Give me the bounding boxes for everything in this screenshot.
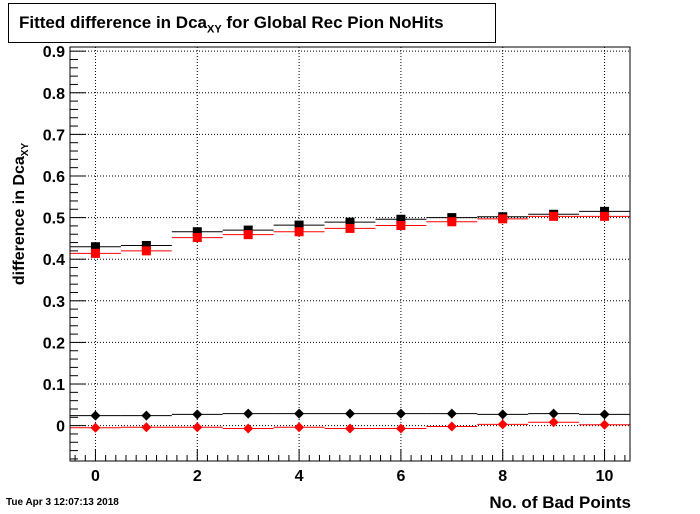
x-tick-label: 0: [91, 468, 100, 485]
data-point-square: [447, 217, 457, 227]
y-tick-label: 0.7: [43, 127, 65, 144]
data-point-square: [396, 220, 406, 230]
data-point-diamond: [90, 410, 101, 421]
tick-labels: 0 2 4 6 8 10 0 0.1 0.2 0.3 0.4 0.5 0.6 0.7 0.8 0.9: [43, 44, 614, 485]
y-tick-label: 0.4: [43, 252, 65, 269]
data-point-square: [600, 206, 610, 216]
data-point-diamond: [497, 419, 508, 430]
data-point-square: [141, 240, 151, 250]
axis-ticks: [70, 50, 626, 461]
data-point-diamond: [141, 410, 152, 421]
data-point-diamond: [395, 423, 406, 434]
data-point-diamond: [294, 422, 305, 433]
data-point-diamond: [395, 408, 406, 419]
y-tick-label: 0.3: [43, 294, 65, 311]
data-series: [70, 206, 630, 434]
data-point-diamond: [446, 408, 457, 419]
y-tick-label: 0: [56, 419, 65, 436]
data-point-square: [90, 248, 100, 258]
title-prefix: Fitted difference in Dca: [19, 13, 207, 32]
data-point-diamond: [90, 422, 101, 433]
data-point-square: [243, 230, 253, 240]
chart-title: Fitted difference in DcaXY for Global Re…: [8, 3, 496, 43]
y-tick-label: 0.9: [43, 44, 65, 61]
data-point-square: [243, 225, 253, 235]
x-tick-label: 10: [596, 468, 614, 485]
data-point-square: [192, 227, 202, 237]
data-point-square: [345, 217, 355, 227]
y-tick-label: 0.8: [43, 86, 65, 103]
data-point-diamond: [141, 422, 152, 433]
data-point-diamond: [243, 423, 254, 434]
data-point-square: [141, 246, 151, 256]
data-point-square: [294, 220, 304, 230]
data-point-square: [294, 227, 304, 237]
grid-lines: [70, 47, 630, 461]
y-axis-label: difference in DcaXY: [11, 143, 31, 285]
data-point-square: [549, 211, 559, 221]
series-group: [70, 417, 630, 434]
x-axis-label: No. of Bad Points: [489, 493, 631, 512]
data-point-diamond: [548, 417, 559, 428]
data-point-diamond: [294, 408, 305, 419]
y-axis-label-subscript: XY: [20, 142, 32, 157]
data-point-diamond: [497, 409, 508, 420]
series-group: [70, 408, 630, 421]
y-tick-label: 0.5: [43, 211, 65, 228]
data-point-square: [498, 214, 508, 224]
data-point-square: [192, 233, 202, 243]
data-point-diamond: [345, 423, 355, 434]
series-group: [70, 211, 630, 258]
data-point-square: [396, 214, 406, 224]
data-point-square: [345, 223, 355, 233]
title-suffix: for Global Rec Pion NoHits: [221, 13, 444, 32]
data-point-square: [90, 242, 100, 252]
x-tick-label: 4: [295, 468, 304, 485]
data-point-diamond: [192, 409, 203, 420]
data-point-diamond: [599, 409, 610, 420]
data-point-diamond: [446, 421, 457, 432]
x-tick-label: 8: [498, 468, 507, 485]
y-axis-label-main: difference in Dca: [11, 156, 28, 286]
data-point-diamond: [345, 408, 355, 419]
y-tick-label: 0.6: [43, 169, 65, 186]
x-tick-label: 2: [193, 468, 202, 485]
data-point-diamond: [548, 408, 559, 419]
data-point-diamond: [599, 419, 610, 430]
x-tick-label: 6: [396, 468, 405, 485]
data-point-square: [600, 211, 610, 221]
title-subscript: XY: [206, 23, 222, 36]
data-point-diamond: [192, 422, 203, 433]
y-tick-label: 0.1: [43, 377, 65, 394]
data-point-diamond: [243, 408, 254, 419]
plot-frame: [69, 46, 631, 462]
timestamp: Tue Apr 3 12:07:13 2018: [6, 497, 119, 508]
y-tick-label: 0.2: [43, 335, 65, 352]
